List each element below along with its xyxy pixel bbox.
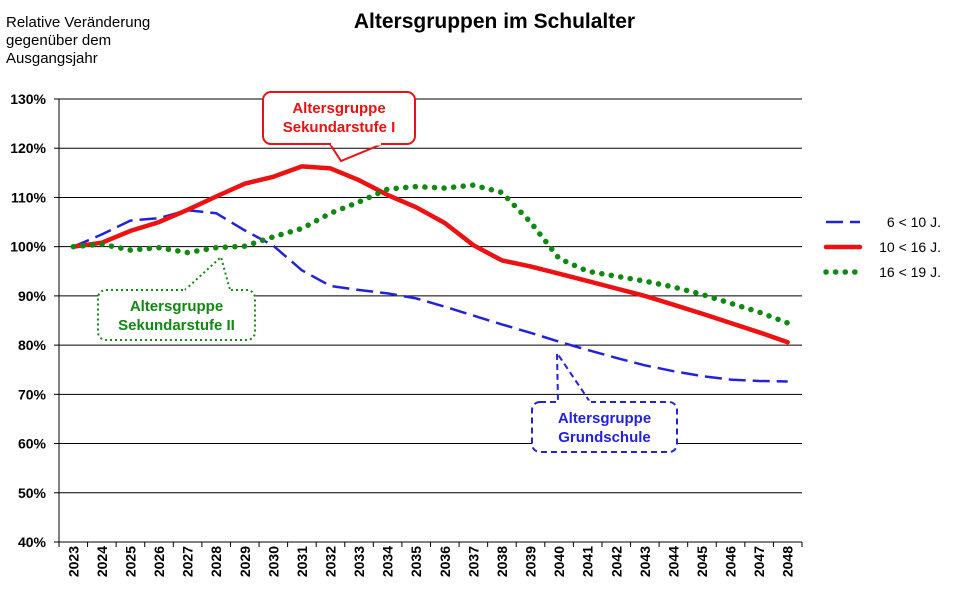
annotation-callout: Altersgruppe Sekundarstufe I	[262, 91, 416, 163]
y-tick-label: 80%	[18, 337, 47, 353]
legend-label: 6 < 10 J.	[887, 214, 941, 230]
x-tick-label: 2046	[723, 546, 739, 577]
y-tick-label: 50%	[18, 485, 47, 501]
x-tick-label: 2048	[780, 546, 796, 577]
x-tick-label: 2032	[322, 546, 338, 577]
x-tick-label: 2033	[351, 546, 367, 577]
series-line-2	[71, 164, 790, 345]
y-tick-label: 40%	[18, 534, 47, 550]
y-axis-label: Relative Veränderung gegenüber dem Ausga…	[6, 14, 150, 68]
x-tick-label: 2030	[265, 546, 281, 577]
series-line-3	[70, 182, 791, 326]
chart-title: Altersgruppen im Schulalter	[353, 10, 636, 33]
legend-label: 16 < 19 J.	[879, 264, 941, 280]
y-tick-label: 90%	[18, 288, 47, 304]
x-tick-label: 2042	[608, 546, 624, 577]
annotation-callout: Altersgruppe Sekundarstufe II	[97, 255, 256, 341]
x-tick-label: 2038	[494, 546, 510, 577]
x-tick-label: 2024	[94, 546, 110, 577]
y-tick-label: 70%	[18, 386, 47, 402]
x-tick-label: 2037	[465, 546, 481, 577]
x-tick-label: 2023	[65, 546, 81, 577]
annotation-label: Altersgruppe	[558, 410, 651, 427]
y-axis-label-line: Ausgangsjahr	[6, 50, 98, 67]
x-tick-label: 2039	[523, 546, 539, 577]
x-tick-label: 2045	[694, 546, 710, 577]
annotation-box	[97, 289, 256, 341]
annotation-label: Sekundarstufe I	[283, 119, 396, 136]
legend-label: 10 < 16 J.	[879, 239, 941, 255]
x-tick-label: 2035	[408, 546, 424, 577]
annotation-pointer	[555, 349, 591, 403]
x-tick-label: 2043	[637, 546, 653, 577]
x-tick-label: 2029	[237, 546, 253, 577]
annotation-pointer	[184, 255, 231, 291]
y-tick-label: 130%	[10, 91, 46, 107]
x-tick-label: 2028	[208, 546, 224, 577]
series-line-1	[72, 208, 788, 383]
annotation-pointer	[329, 143, 383, 163]
y-axis-label-line: Relative Veränderung	[6, 14, 151, 31]
annotation-label: Grundschule	[558, 429, 651, 446]
annotation-label: Altersgruppe	[130, 298, 223, 315]
y-tick-label: 110%	[11, 189, 47, 205]
x-tick-label: 2036	[437, 546, 453, 577]
annotation-box	[531, 401, 678, 453]
y-axis-label-line: gegenüber dem	[6, 32, 112, 49]
y-tick-label: 120%	[10, 140, 46, 156]
x-tick-label: 2041	[580, 546, 596, 577]
x-tick-label: 2025	[122, 546, 138, 577]
x-tick-label: 2034	[380, 546, 396, 577]
annotation-callout: Altersgruppe Grundschule	[531, 349, 678, 453]
x-tick-label: 2040	[551, 546, 567, 577]
annotation-label: Sekundarstufe II	[118, 317, 235, 334]
annotation-label: Altersgruppe	[292, 100, 385, 117]
y-tick-label: 60%	[18, 436, 47, 452]
x-tick-label: 2027	[180, 546, 196, 577]
x-tick-label: 2031	[294, 546, 310, 577]
x-tick-label: 2047	[751, 546, 767, 577]
x-tick-label: 2044	[665, 546, 681, 577]
y-tick-label: 100%	[10, 239, 46, 255]
x-tick-label: 2026	[151, 546, 167, 577]
